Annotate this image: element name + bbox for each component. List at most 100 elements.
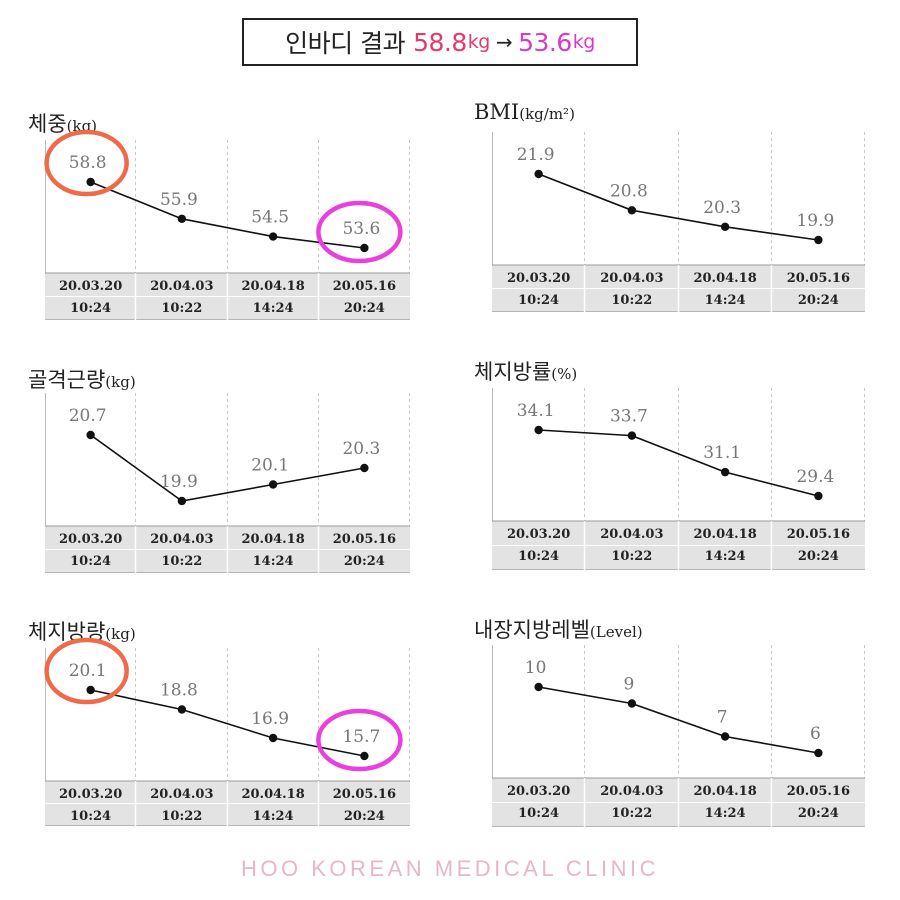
data-label: 18.8: [160, 681, 198, 701]
body-fat-percent-chart: 20.03.20 10:24 20.04.03 10:22 20.04.18 14:24 2…: [492, 388, 865, 570]
x-tick-time: 14:24: [253, 554, 294, 569]
x-tick-date: 20.03.20: [507, 527, 570, 542]
x-tick-date: 20.05.16: [787, 784, 850, 799]
x-tick-date: 20.04.03: [600, 784, 663, 799]
x-tick-time: 10:22: [161, 301, 202, 316]
data-label: 54.5: [251, 208, 289, 228]
data-point: [814, 748, 823, 758]
data-label: 53.6: [342, 219, 380, 239]
data-label: 9: [623, 675, 634, 695]
x-tick-time: 10:24: [518, 293, 559, 308]
x-tick-time: 10:24: [70, 301, 111, 316]
x-tick-date: 20.04.18: [241, 532, 304, 547]
x-tick-time: 10:24: [518, 549, 559, 564]
data-point: [177, 705, 187, 714]
start-weight-unit: kg: [467, 31, 491, 53]
data-point: [534, 682, 543, 692]
data-label: 20.1: [251, 456, 289, 476]
data-label: 6: [810, 724, 821, 744]
data-point: [814, 491, 823, 501]
x-tick-date: 20.05.16: [333, 787, 396, 802]
x-tick-time: 10:22: [161, 554, 202, 569]
data-label: 29.4: [796, 467, 834, 487]
x-tick-date: 20.03.20: [59, 279, 122, 294]
chart-title-text: 골격근량: [28, 368, 106, 392]
highlight-circle-start: [44, 637, 129, 705]
x-tick-time: 20:24: [344, 809, 385, 824]
data-point: [814, 235, 823, 245]
result-title-box: 인바디 결과 58.8 kg → 53.6 kg: [242, 18, 638, 66]
x-tick-time: 10:24: [518, 806, 559, 821]
series-line: [90, 434, 365, 502]
data-point: [177, 496, 187, 506]
data-point: [627, 699, 637, 708]
end-weight-value: 53.6: [518, 27, 572, 57]
x-tick-time: 10:22: [611, 806, 652, 821]
x-tick-date: 20.04.03: [600, 527, 663, 542]
x-tick-time: 10:24: [70, 809, 111, 824]
data-label: 20.8: [610, 181, 648, 201]
x-tick-time: 10:24: [70, 554, 111, 569]
data-label: 19.9: [160, 472, 198, 492]
x-tick-time: 14:24: [705, 806, 746, 821]
x-tick-date: 20.04.18: [693, 784, 756, 799]
series-line: [538, 173, 819, 241]
highlight-circle-end: [316, 200, 403, 264]
x-tick-date: 20.03.20: [507, 784, 570, 799]
data-label: 55.9: [160, 190, 198, 210]
chart-title-visceral-fat: 내장지방레벨(Level): [474, 614, 643, 644]
data-label: 10: [525, 658, 547, 678]
x-tick-time: 14:24: [253, 301, 294, 316]
chart-title-text: 체지방률: [474, 360, 552, 384]
chart-title-bmi: BMI(kg/m²): [474, 100, 575, 124]
data-label: 20.3: [342, 439, 380, 459]
data-point: [534, 425, 543, 435]
x-tick-date: 20.04.03: [150, 787, 213, 802]
data-point: [268, 480, 278, 489]
result-title-label: 인바디 결과: [285, 29, 406, 58]
clinic-footer: HOO KOREAN MEDICAL CLINIC: [241, 856, 659, 881]
x-tick-time: 20:24: [798, 806, 839, 821]
chart-title-body-fat-percent: 체지방률(%): [474, 356, 577, 386]
x-tick-date: 20.03.20: [507, 271, 570, 286]
data-point: [627, 431, 637, 440]
data-point: [268, 733, 278, 743]
end-weight-unit: kg: [572, 31, 596, 53]
data-point: [86, 177, 95, 187]
data-point: [720, 467, 730, 477]
x-tick-date: 20.03.20: [59, 787, 122, 802]
data-label: 21.9: [517, 145, 555, 165]
data-point: [720, 222, 730, 231]
body-fat-mass-chart: 20.03.20 10:24 20.04.03 10:22 20.04.18 14:24 2…: [44, 637, 410, 826]
chart-title-skeletal-muscle: 골격근량(kg): [28, 364, 136, 394]
x-tick-date: 20.04.18: [241, 787, 304, 802]
x-tick-date: 20.05.16: [333, 532, 396, 547]
x-tick-date: 20.04.18: [693, 271, 756, 286]
data-point: [86, 685, 95, 695]
x-tick-date: 20.04.03: [150, 532, 213, 547]
data-point: [177, 214, 187, 224]
chart-title-unit: (kg): [105, 373, 136, 391]
x-tick-time: 10:22: [161, 809, 202, 824]
data-label: 31.1: [703, 443, 741, 463]
x-tick-date: 20.04.03: [600, 271, 663, 286]
chart-title-unit: (kg/m²): [519, 105, 575, 123]
x-tick-time: 20:24: [798, 293, 839, 308]
x-tick-time: 20:24: [798, 549, 839, 564]
data-point: [627, 206, 637, 215]
start-weight-value: 58.8: [413, 27, 467, 57]
x-tick-time: 14:24: [705, 293, 746, 308]
x-tick-date: 20.05.16: [333, 279, 396, 294]
highlight-circle-end: [316, 708, 403, 772]
data-label: 34.1: [517, 401, 555, 421]
data-point: [360, 751, 369, 761]
chart-title-unit: (%): [551, 365, 578, 383]
data-label: 20.1: [69, 661, 107, 681]
data-label: 19.9: [796, 211, 834, 231]
x-tick-date: 20.03.20: [59, 532, 122, 547]
arrow-icon: →: [495, 30, 513, 54]
data-label: 15.7: [342, 727, 380, 747]
x-tick-time: 10:22: [611, 549, 652, 564]
weight-chart: 20.03.20 10:24 20.04.03 10:22 20.04.18 14:24 2…: [44, 129, 410, 320]
x-tick-date: 20.04.18: [693, 527, 756, 542]
